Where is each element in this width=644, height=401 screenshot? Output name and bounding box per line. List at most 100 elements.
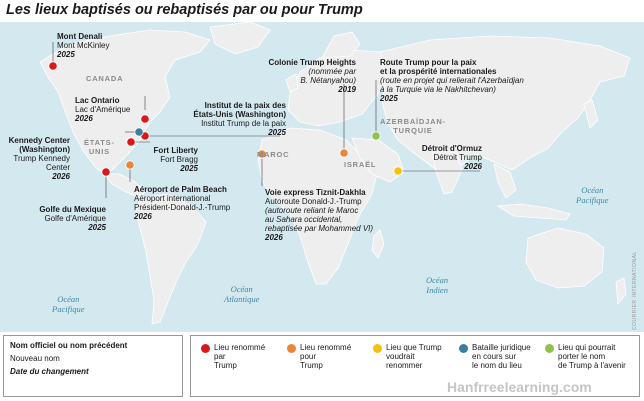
landmass-asia (379, 35, 631, 175)
legend-key-official: Nom officiel ou nom précédent (10, 341, 128, 350)
label-route-official2: et la prospérité internationales (380, 67, 497, 76)
marker-tiznit (257, 149, 267, 159)
legend-categories: Lieu renommé par Trump Lieu renommé pour… (190, 335, 640, 397)
legend-cat4-line1: Lieu qui pourrait (558, 343, 616, 352)
label-heights: Colonie Trump Heights (nommée par B. Nét… (250, 58, 356, 94)
marker-heights (339, 148, 349, 158)
ocean-pacific-east-line1: Océan (581, 185, 604, 195)
label-route-note: (route en projet qui relierait l'Azerbaï… (380, 76, 524, 85)
label-heights-note: (nommée par (308, 67, 356, 76)
legend: Nom officiel ou nom précédent Nouveau no… (0, 332, 644, 401)
country-azer-line2: TURQUIE (393, 126, 433, 135)
ocean-indian: Océan Indien (426, 275, 448, 295)
country-usa: ÉTATS- UNIS (84, 138, 115, 156)
legend-cat1-line1: Lieu renommé (300, 343, 352, 352)
label-denali-official: Mont Denali (57, 32, 103, 41)
label-tiznit-note: (autoroute reliant le Maroc (265, 206, 359, 215)
world-map: CANADA ÉTATS- UNIS MAROC ISRAËL AZERBAÏD… (0, 22, 644, 332)
marker-route (371, 131, 381, 141)
label-peace-new: Institut Trump de la paix (201, 119, 286, 128)
label-ontario: Lac Ontario Lac d'Amérique 2026 (75, 96, 130, 123)
ocean-atlantic-line1: Océan (230, 284, 253, 294)
marker-gulf (101, 167, 111, 177)
label-heights-date: 2019 (338, 85, 356, 94)
legend-dot-orange (287, 344, 296, 353)
label-route: Route Trump pour la paix et la prospérit… (380, 58, 524, 103)
label-gulf: Golfe du Mexique Golfe d'Amérique 2025 (4, 205, 106, 232)
landmass-south-america (135, 193, 207, 325)
landmass-uk (285, 73, 299, 93)
label-peace-date: 2025 (268, 128, 286, 137)
label-gulf-date: 2025 (88, 223, 106, 232)
label-route-note2: à la Turquie via le Nakhitchevan) (380, 85, 496, 94)
label-peace-institute: Institut de la paix des États-Unis (Wash… (190, 101, 286, 137)
legend-dot-green (545, 344, 554, 353)
label-kennedy-new: Trump Kennedy (13, 154, 70, 163)
label-ormuz-date: 2026 (464, 162, 482, 171)
label-palm-official: Aéroport de Palm Beach (134, 185, 227, 194)
country-azer-line1: AZERBAÏDJAN- (380, 117, 446, 126)
ocean-pacific-west-line1: Océan (57, 294, 80, 304)
label-route-official: Route Trump pour la paix (380, 58, 477, 67)
label-kennedy: Kennedy Center (Washington) Trump Kenned… (2, 136, 70, 181)
label-tiznit: Voie express Tiznit-Dakhla Autoroute Don… (265, 188, 373, 242)
legend-cat1-line2: pour (300, 352, 317, 361)
legend-cat4-line3: de Trump à l'avenir (558, 361, 626, 370)
legend-cat0-line1: Lieu renommé (214, 343, 266, 352)
ocean-indian-line2: Indien (426, 285, 448, 295)
label-palm-beach: Aéroport de Palm Beach Aéroport internat… (134, 185, 230, 221)
ocean-pacific-east-line2: Pacifique (576, 195, 609, 205)
landmass-arabia (351, 137, 405, 183)
label-ormuz: Détroit d'Ormuz Détroit Trump 2026 (400, 144, 482, 171)
legend-cat2-line2: voudrait (386, 352, 415, 361)
label-heights-official: Colonie Trump Heights (268, 58, 356, 67)
legend-cat0-line2: par (214, 352, 226, 361)
legend-key-new: Nouveau nom (10, 354, 60, 363)
legend-dot-blue (459, 344, 468, 353)
label-tiznit-new: Autoroute Donald-J.-Trump (265, 197, 362, 206)
marker-ormuz (393, 166, 403, 176)
legend-dot-yellow (373, 344, 382, 353)
label-ontario-new: Lac d'Amérique (75, 105, 131, 114)
label-ontario-date: 2026 (75, 114, 93, 123)
country-israel: ISRAËL (344, 160, 377, 169)
label-peace-official2: États-Unis (Washington) (193, 110, 286, 119)
landmass-central-america (103, 173, 146, 199)
country-azerbaijan-turkey: AZERBAÏDJAN- TURQUIE (380, 117, 446, 135)
landmass-north-america (39, 29, 211, 175)
landmass-scandinavia (321, 31, 361, 59)
label-kennedy-official2: (Washington) (19, 145, 70, 154)
legend-cat1-line3: Trump (300, 361, 323, 370)
landmass-australia (525, 227, 605, 289)
label-denali: Mont Denali Mont McKinley 2025 (57, 32, 109, 59)
world-map-svg (39, 22, 631, 325)
label-gulf-new: Golfe d'Amérique (44, 214, 106, 223)
legend-cat0-line3: Trump (214, 361, 237, 370)
landmass-indonesia (496, 203, 571, 221)
country-usa-line2: UNIS (88, 147, 110, 156)
label-palm-new: Aéroport international (134, 194, 211, 203)
landmass-southeast-asia (493, 163, 517, 199)
legend-key-date: Date du changement (10, 367, 89, 376)
country-canada: CANADA (86, 74, 124, 83)
country-usa-line1: ÉTATS- (84, 138, 115, 147)
legend-cat3-line1: Bataille juridique (472, 343, 531, 352)
label-tiznit-official: Voie express Tiznit-Dakhla (265, 188, 366, 197)
label-palm-date: 2026 (134, 212, 152, 221)
landmass-europe (287, 49, 391, 127)
landmass-greenland (209, 22, 271, 55)
label-fort: Fort Liberty Fort Bragg 2025 (148, 146, 198, 173)
label-denali-date: 2025 (57, 50, 75, 59)
label-fort-date: 2025 (180, 164, 198, 173)
label-peace-official: Institut de la paix des (204, 101, 286, 110)
marker-denali (48, 61, 58, 71)
label-ormuz-new: Détroit Trump (433, 153, 482, 162)
ocean-pacific-west: Océan Pacifique (52, 294, 85, 314)
label-fort-official: Fort Liberty (153, 146, 198, 155)
label-tiznit-note3: rebaptisée par Mohammed VI) (265, 224, 374, 233)
landmass-japan (583, 99, 599, 129)
landmass-new-zealand (615, 277, 627, 306)
marker-ontario (140, 114, 150, 124)
legend-cat2-line1: Lieu que Trump (386, 343, 442, 352)
label-tiznit-date: 2026 (265, 233, 283, 242)
